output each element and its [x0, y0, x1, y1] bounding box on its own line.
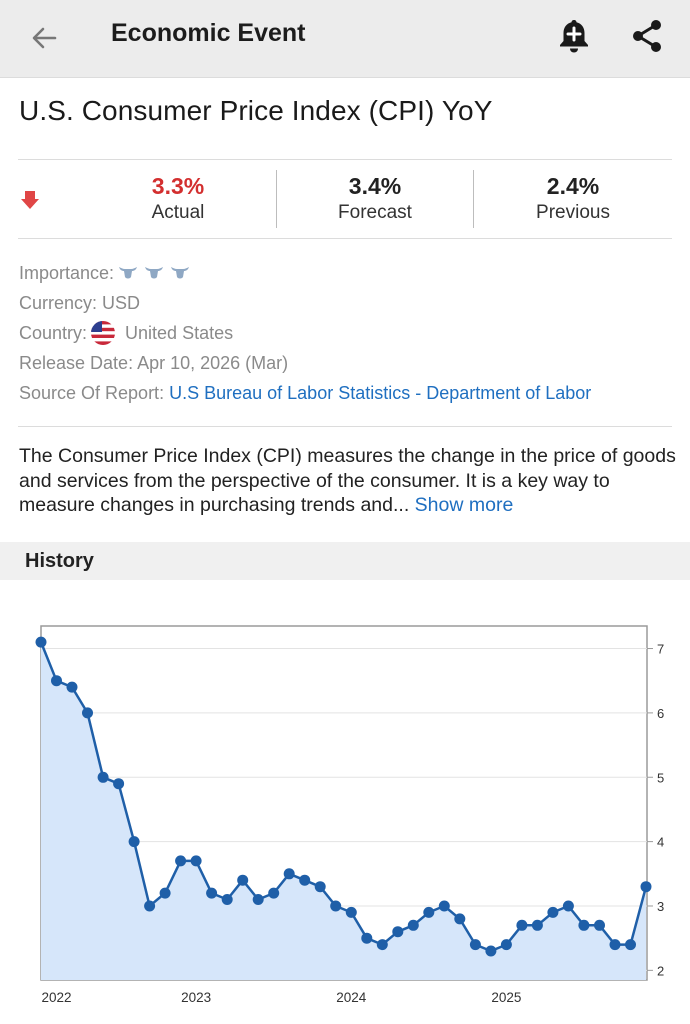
data-point	[283, 868, 295, 880]
divider	[18, 159, 672, 160]
previous-stat: 2.4% Previous	[483, 172, 663, 226]
importance-rating	[118, 265, 190, 281]
history-chart-svg: 2 3 4 5 6 7 2022 2023 2024 2025	[35, 625, 664, 1005]
x-tick-label: 2024	[336, 990, 367, 1005]
data-point	[190, 855, 202, 867]
actual-value: 3.3%	[151, 173, 205, 199]
data-point	[361, 932, 373, 944]
bull-icon	[145, 267, 164, 279]
source-link[interactable]: U.S Bureau of Labor Statistics - Departm…	[169, 383, 592, 403]
x-tick-label: 2025	[491, 990, 521, 1005]
event-description: The Consumer Price Index (CPI) measures …	[19, 444, 679, 518]
data-point	[314, 881, 326, 893]
currency-row: Currency: USD	[19, 293, 141, 313]
importance-label: Importance:	[19, 263, 115, 283]
data-point	[268, 887, 280, 899]
divider	[18, 426, 672, 427]
history-title: History	[25, 550, 94, 572]
data-point	[345, 906, 357, 918]
app-bar-title: Economic Event	[111, 19, 306, 47]
divider	[18, 238, 672, 239]
forecast-label: Forecast	[338, 202, 412, 223]
data-point	[547, 906, 559, 918]
data-point	[640, 881, 652, 893]
source-row: Source Of Report: U.S Bureau of Labor St…	[19, 378, 591, 408]
history-chart[interactable]: 2 3 4 5 6 7 2022 2023 2024 2025	[0, 600, 690, 1020]
data-point	[500, 939, 512, 951]
data-point	[221, 894, 233, 905]
data-point	[516, 919, 528, 931]
data-point	[252, 894, 264, 905]
add-alert-bell-icon[interactable]	[552, 14, 596, 58]
previous-label: Previous	[536, 202, 610, 223]
data-point	[531, 919, 543, 931]
data-point	[438, 900, 450, 912]
data-point	[97, 771, 109, 783]
x-tick-label: 2022	[41, 990, 71, 1005]
data-point	[128, 836, 140, 848]
history-header: History	[0, 542, 690, 580]
app-bar: Economic Event	[0, 0, 690, 78]
data-point	[330, 900, 342, 912]
data-point	[562, 900, 574, 912]
x-tick-label: 2023	[181, 990, 211, 1005]
data-point	[376, 939, 388, 951]
forecast-value: 3.4%	[348, 173, 402, 199]
data-point	[469, 939, 481, 951]
data-point	[485, 945, 497, 957]
data-point	[175, 855, 187, 867]
y-tick-label: 5	[657, 770, 664, 785]
y-tick-label: 4	[657, 835, 664, 850]
area-fill	[41, 642, 646, 980]
data-point	[454, 913, 466, 925]
data-point	[299, 874, 311, 886]
bull-icon	[171, 267, 190, 279]
data-point	[237, 874, 249, 886]
forecast-stat: 3.4% Forecast	[285, 172, 465, 226]
data-point	[609, 939, 621, 951]
series-line	[39, 641, 648, 953]
data-point	[35, 636, 47, 648]
data-point	[82, 707, 93, 719]
source-label: Source Of Report:	[19, 383, 165, 403]
actual-label: Actual	[151, 202, 205, 223]
data-point	[113, 778, 125, 790]
stats-row: 3.3% Actual 3.4% Forecast 2.4% Previous	[18, 160, 672, 238]
down-arrow-icon	[20, 190, 40, 210]
data-point	[392, 926, 404, 938]
data-point	[578, 919, 590, 931]
show-more-link[interactable]: Show more	[414, 494, 514, 516]
description-text: The Consumer Price Index (CPI) measures …	[19, 445, 676, 516]
back-arrow-icon[interactable]	[24, 18, 64, 58]
data-point	[51, 675, 62, 687]
event-title: U.S. Consumer Price Index (CPI) YoY	[19, 95, 493, 126]
data-point	[66, 681, 78, 693]
y-tick-label: 6	[657, 706, 664, 721]
data-point	[206, 887, 218, 899]
event-details: Importance: Currency: USD Country: Unite…	[19, 258, 591, 408]
country-row: Country: United States	[19, 318, 591, 348]
share-icon[interactable]	[625, 14, 669, 58]
y-tick-label: 2	[657, 963, 664, 978]
stat-separator	[276, 170, 277, 228]
data-point	[594, 919, 605, 931]
data-point	[625, 939, 636, 951]
previous-value: 2.4%	[546, 173, 600, 199]
bull-icon	[119, 267, 138, 279]
us-flag-icon	[91, 321, 116, 345]
actual-stat: 3.3% Actual	[88, 172, 268, 226]
y-tick-label: 3	[657, 899, 664, 914]
importance-row: Importance:	[19, 258, 591, 288]
stat-separator	[473, 170, 474, 228]
release-date-row: Release Date: Apr 10, 2026 (Mar)	[19, 353, 289, 373]
data-point	[144, 900, 156, 912]
data-point	[423, 906, 435, 918]
data-point	[159, 887, 171, 899]
country-value: United States	[125, 323, 234, 343]
y-tick-label: 7	[657, 642, 664, 657]
data-point	[407, 919, 419, 931]
country-label: Country:	[19, 323, 88, 343]
